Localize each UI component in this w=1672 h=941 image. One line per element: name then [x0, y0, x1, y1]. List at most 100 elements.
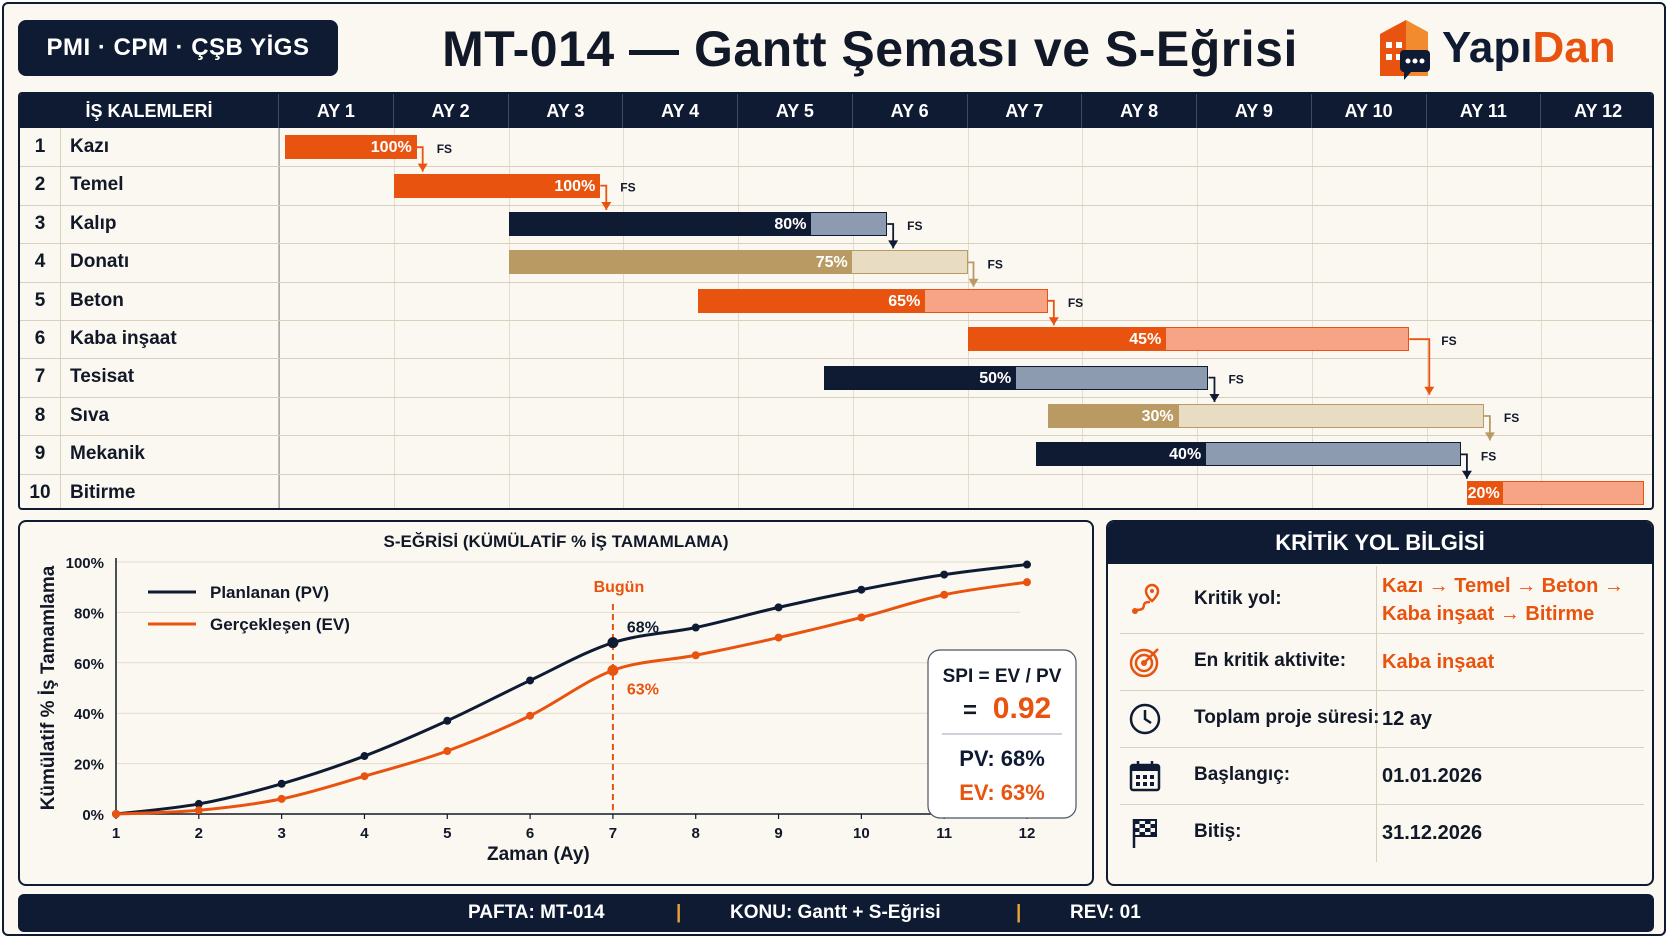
task-name: Mekanik: [70, 443, 145, 465]
critical-path-panel: KRİTİK YOL BİLGİSİ Kritik yol: Kazı → Te…: [1106, 520, 1654, 886]
critical-path-value-2: Kaba inşaat → Bitirme: [1382, 603, 1595, 625]
month-header: AY 8: [1082, 94, 1197, 128]
task-bar: 75%: [508, 250, 968, 275]
month-gridline: [1197, 128, 1198, 508]
task-progress-fill: [394, 174, 600, 197]
end-label: Bitiş:: [1194, 821, 1242, 842]
task-progress-label: 20%: [1467, 484, 1500, 502]
row-divider: [20, 166, 1652, 168]
fs-label: FS: [1228, 373, 1243, 387]
data-point: [1023, 578, 1031, 587]
data-point: [607, 664, 619, 676]
data-point: [940, 590, 949, 599]
row-divider: [20, 473, 1652, 475]
task-name: Kazı: [70, 136, 110, 157]
footer-pafta: PAFTA: MT-014: [468, 902, 605, 923]
task-number: 8: [34, 404, 46, 426]
data-point: [691, 623, 700, 632]
y-tick-label: 40%: [74, 706, 104, 723]
task-bar: 80%: [508, 212, 888, 236]
task-progress-fill: [968, 328, 1167, 351]
dependency-arrow: [1460, 453, 1468, 479]
series-line: [115, 563, 1028, 816]
month-header: AY 5: [738, 94, 853, 128]
month-header: AY 11: [1427, 94, 1542, 128]
data-point: [774, 603, 783, 612]
task-progress-fill: [1048, 405, 1180, 427]
task-name: Beton: [70, 289, 124, 311]
data-point: [360, 752, 369, 761]
data-point: [774, 633, 783, 642]
logo-text-b: Dan: [1532, 23, 1616, 72]
items-header: İŞ KALEMLERİ: [20, 94, 279, 128]
x-tick-label: 1: [112, 825, 120, 842]
critical-row-start: Başlangıç: 01.01.2026: [1120, 748, 1644, 805]
start-label: Başlangıç:: [1194, 764, 1291, 785]
footer-separator: |: [676, 902, 682, 923]
footer-konu: KONU: Gantt + S-Eğrisi: [730, 902, 941, 923]
row-divider: [20, 358, 1652, 360]
task-name: Kaba inşaat: [70, 328, 177, 349]
task-progress-fill: [285, 136, 416, 159]
critical-activity-label: En kritik aktivite:: [1194, 650, 1347, 671]
label-column-divider: [278, 128, 280, 508]
task-number: 6: [34, 328, 46, 349]
data-point: [277, 794, 286, 803]
task-progress-label: 80%: [774, 216, 807, 233]
month-header: AY 1: [279, 94, 394, 128]
critical-row-duration: Toplam proje süresi: 12 ay: [1120, 691, 1644, 748]
month-gridline: [279, 128, 280, 508]
start-value: 01.01.2026: [1382, 765, 1483, 787]
page-title: MT-014 — Gantt Şeması ve S-Eğrisi: [442, 21, 1298, 77]
task-number: 2: [34, 174, 46, 196]
fs-label: FS: [1068, 296, 1083, 310]
x-axis-label: Zaman (Ay): [487, 844, 590, 865]
critical-path-label: Kritik yol:: [1194, 588, 1282, 609]
task-number: 9: [34, 443, 46, 465]
y-tick-label: 0%: [82, 807, 104, 824]
task-progress-label: 50%: [979, 369, 1012, 387]
today-label: Bugün: [594, 579, 645, 596]
fs-label: FS: [988, 257, 1003, 271]
critical-path-title: KRİTİK YOL BİLGİSİ: [1108, 522, 1652, 564]
legend-label: Planlanan (PV): [210, 583, 329, 602]
task-bar: 100%: [393, 173, 601, 198]
task-progress-fill: [825, 366, 1017, 389]
task-bar: 30%: [1047, 404, 1484, 428]
critical-row-activity: En kritik aktivite: Kaba inşaat: [1120, 634, 1644, 691]
task-bar: 40%: [1036, 442, 1461, 467]
dependency-arrowhead: [1209, 394, 1220, 402]
month-header: AY 6: [853, 94, 968, 128]
data-point: [277, 779, 286, 788]
data-point: [194, 799, 203, 808]
x-tick-label: 4: [360, 825, 369, 842]
data-point: [691, 651, 700, 660]
spi-value: 0.92: [993, 692, 1051, 725]
pv-annotation: 68%: [627, 620, 659, 637]
task-name: Donatı: [70, 251, 130, 273]
logo-text-a: Yapı: [1442, 23, 1533, 72]
row-divider: [20, 396, 1652, 398]
task-bar: 65%: [697, 288, 1048, 313]
data-point: [112, 810, 120, 818]
data-point: [857, 613, 866, 622]
dependency-arrowhead: [968, 278, 979, 287]
calendar-icon: [1129, 761, 1161, 792]
s-curve-panel: S-EĞRİSİ (KÜMÜLATİF % İŞ TAMAMLAMA) 0% 20…: [18, 520, 1094, 886]
task-number: 4: [34, 251, 46, 273]
title-block-footer: PAFTA: MT-014 | KONU: Gantt + S-Eğrisi |…: [18, 894, 1654, 932]
critical-row-path: Kritik yol: Kazı → Temel → Beton → Kaba …: [1120, 566, 1644, 634]
target-icon: [1129, 648, 1159, 678]
y-tick-label: 80%: [74, 605, 104, 622]
company-logo: YapıDan: [1372, 12, 1652, 84]
y-axis-label: Kümülatif % İş Tamamlama: [38, 565, 59, 810]
task-name: Temel: [70, 174, 124, 196]
dependency-arrowhead: [601, 202, 612, 210]
task-number: 10: [29, 481, 51, 503]
gantt-header: İŞ KALEMLERİ AY 1 AY 2 AY 3 AY 4 AY 5 AY 6 AY …: [20, 94, 1652, 128]
row-divider: [20, 243, 1652, 245]
task-bar: 45%: [967, 327, 1410, 352]
s-curve-title: S-EĞRİSİ (KÜMÜLATİF % İŞ TAMAMLAMA): [383, 532, 729, 551]
task-progress-label: 65%: [888, 292, 921, 310]
